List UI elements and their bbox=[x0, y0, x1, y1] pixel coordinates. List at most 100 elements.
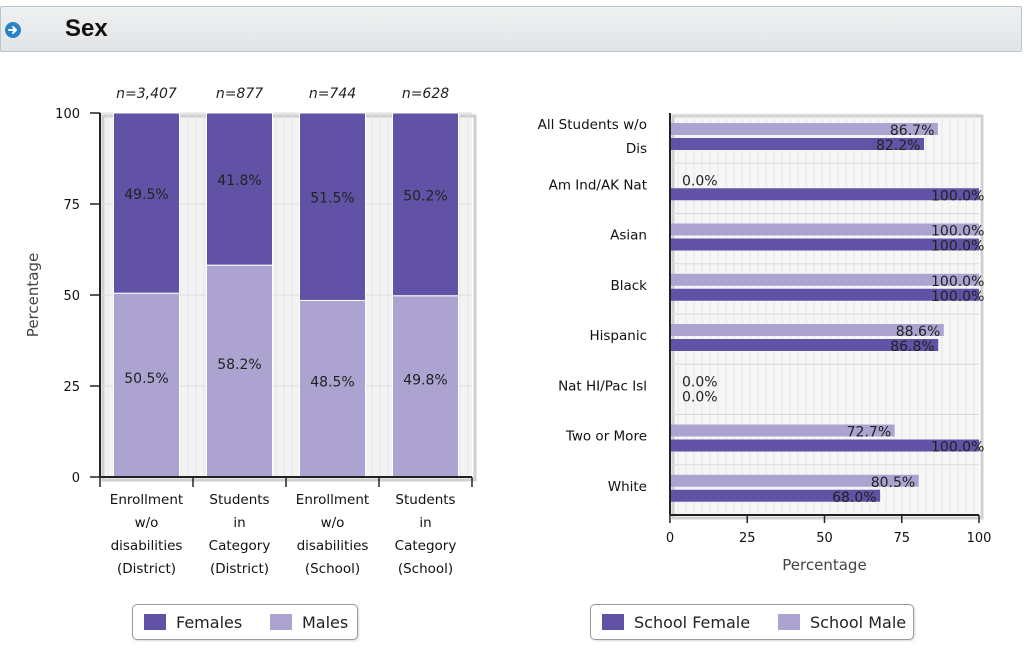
section-title: Sex bbox=[65, 15, 108, 42]
y-tick-label: Dis bbox=[626, 141, 647, 157]
data-label-school-male: 0.0% bbox=[682, 173, 718, 189]
horizontal-bar-chart: 0 25 50 75 100 86.7%82.2% All Students w/o Dis 0… bbox=[538, 113, 992, 574]
right-legend: School Female School Male bbox=[590, 604, 914, 640]
x-tick-label: (District) bbox=[210, 561, 269, 577]
bar-school-male bbox=[670, 324, 944, 336]
data-label-school-male: 80.5% bbox=[871, 475, 915, 491]
x-tick-label: 100 bbox=[967, 531, 992, 546]
y-tick-label: All Students w/o bbox=[538, 117, 647, 133]
bar-school-female bbox=[670, 489, 881, 502]
bar-males bbox=[206, 264, 273, 478]
x-axis-label: Percentage bbox=[782, 556, 866, 574]
data-label-school-female: 0.0% bbox=[682, 389, 718, 405]
x-tick-label: Enrollment bbox=[296, 492, 369, 508]
data-label-school-male: 100.0% bbox=[931, 224, 984, 240]
y-tick-label: Asian bbox=[610, 228, 647, 244]
data-label-school-male: 100.0% bbox=[931, 274, 984, 290]
data-label-school-female: 86.8% bbox=[890, 339, 934, 355]
x-tick-label: Enrollment bbox=[110, 492, 183, 508]
x-tick-label: in bbox=[419, 515, 431, 531]
legend-item-females[interactable]: Females bbox=[144, 613, 242, 633]
x-tick-label: (District) bbox=[117, 561, 176, 577]
bar-school-male bbox=[670, 424, 895, 437]
bar-females bbox=[206, 112, 273, 266]
y-tick-label: Am Ind/AK Nat bbox=[549, 177, 647, 193]
sample-size-label: n=877 bbox=[216, 86, 263, 102]
legend-swatch-males bbox=[270, 614, 292, 630]
bar-school-female bbox=[670, 439, 979, 452]
data-label-males: 58.2% bbox=[217, 357, 261, 373]
sample-size-label: n=628 bbox=[402, 86, 449, 102]
y-tick-label: 0 bbox=[72, 471, 80, 486]
data-label-school-female: 100.0% bbox=[931, 188, 984, 204]
data-label-school-male: 72.7% bbox=[847, 425, 891, 441]
y-tick-label: White bbox=[608, 479, 647, 495]
data-label-school-female: 68.0% bbox=[832, 490, 876, 506]
legend-item-males[interactable]: Males bbox=[270, 613, 348, 633]
bar-school-female bbox=[670, 288, 979, 301]
x-tick-label: in bbox=[233, 515, 245, 531]
x-tick-label: 50 bbox=[816, 531, 833, 546]
x-tick-label: Students bbox=[395, 492, 455, 508]
bar-school-female bbox=[670, 339, 939, 351]
y-tick-label: 25 bbox=[63, 380, 80, 395]
stacked-bar-chart: 0 25 50 75 100 50.5% 49.5% n=3,407 Enrollment w/o… bbox=[24, 86, 477, 577]
bar-school-female bbox=[670, 138, 924, 150]
sample-size-label: n=744 bbox=[309, 86, 356, 102]
sample-size-label: n=3,407 bbox=[116, 86, 177, 102]
bar-females bbox=[299, 112, 366, 301]
y-tick-label: 75 bbox=[63, 198, 80, 213]
bar-school-male bbox=[670, 273, 979, 286]
legend-item-school-male[interactable]: School Male bbox=[778, 613, 906, 633]
bar-school-male bbox=[670, 474, 919, 487]
section-header: Sex bbox=[0, 6, 1022, 52]
legend-swatch-females bbox=[144, 614, 166, 630]
bar-females bbox=[392, 112, 459, 297]
data-label-males: 49.8% bbox=[403, 372, 447, 388]
data-label-females: 49.5% bbox=[124, 187, 168, 203]
y-tick-label: Hispanic bbox=[589, 328, 647, 344]
bar-males bbox=[113, 292, 180, 478]
x-tick-label: 0 bbox=[666, 531, 674, 546]
bar-school-male bbox=[670, 123, 938, 135]
data-label-females: 50.2% bbox=[403, 188, 447, 204]
bar-school-male bbox=[670, 223, 979, 236]
data-label-school-male: 0.0% bbox=[682, 374, 718, 390]
x-tick-label: w/o bbox=[321, 515, 345, 531]
plot-shadow bbox=[101, 114, 477, 482]
bar-school-female bbox=[670, 238, 979, 251]
x-tick-label: Students bbox=[209, 492, 269, 508]
x-tick-label: 25 bbox=[739, 531, 756, 546]
data-label-females: 51.5% bbox=[310, 191, 354, 207]
y-axis-label: Percentage bbox=[24, 253, 42, 337]
bar-females bbox=[113, 112, 180, 294]
data-label-females: 41.8% bbox=[217, 173, 261, 189]
bar-school-female bbox=[670, 188, 979, 201]
y-tick-label: Two or More bbox=[565, 429, 647, 445]
left-legend: Females Males bbox=[132, 604, 358, 640]
data-label-school-female: 100.0% bbox=[931, 289, 984, 305]
x-tick-label: (School) bbox=[398, 561, 453, 577]
x-tick-label: disabilities bbox=[297, 538, 369, 554]
data-label-males: 48.5% bbox=[310, 375, 354, 391]
data-label-school-male: 88.6% bbox=[896, 324, 940, 340]
data-label-school-female: 100.0% bbox=[931, 239, 984, 255]
y-tick-label: 100 bbox=[55, 107, 80, 122]
expand-arrow-icon[interactable] bbox=[5, 22, 21, 38]
x-tick-label: (School) bbox=[305, 561, 360, 577]
y-tick-label: Nat HI/Pac Isl bbox=[558, 378, 647, 394]
data-label-males: 50.5% bbox=[124, 371, 168, 387]
x-tick-label: Category bbox=[395, 538, 457, 554]
legend-swatch-school-male bbox=[778, 614, 800, 630]
y-tick-label: Black bbox=[610, 278, 647, 294]
x-tick-label: disabilities bbox=[111, 538, 183, 554]
legend-item-school-female[interactable]: School Female bbox=[602, 613, 750, 633]
x-tick-label: w/o bbox=[135, 515, 159, 531]
data-label-school-female: 82.2% bbox=[876, 138, 920, 154]
y-tick-label: 50 bbox=[63, 289, 80, 304]
bar-males bbox=[392, 295, 459, 478]
plot-shadow bbox=[671, 114, 984, 520]
data-label-school-male: 86.7% bbox=[890, 123, 934, 139]
data-label-school-female: 100.0% bbox=[931, 440, 984, 456]
x-tick-label: 75 bbox=[893, 531, 910, 546]
